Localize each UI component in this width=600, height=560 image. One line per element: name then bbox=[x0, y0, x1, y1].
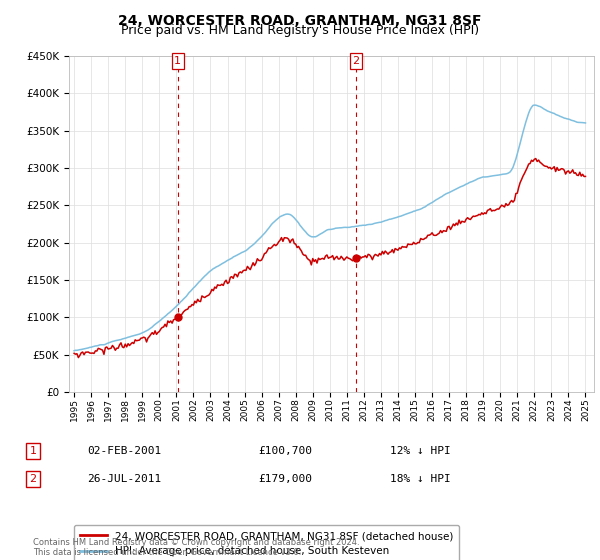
Text: 26-JUL-2011: 26-JUL-2011 bbox=[87, 474, 161, 484]
Text: 12% ↓ HPI: 12% ↓ HPI bbox=[390, 446, 451, 456]
Text: 24, WORCESTER ROAD, GRANTHAM, NG31 8SF: 24, WORCESTER ROAD, GRANTHAM, NG31 8SF bbox=[118, 14, 482, 28]
Text: Price paid vs. HM Land Registry's House Price Index (HPI): Price paid vs. HM Land Registry's House … bbox=[121, 24, 479, 37]
Text: 1: 1 bbox=[29, 446, 37, 456]
Text: Contains HM Land Registry data © Crown copyright and database right 2024.
This d: Contains HM Land Registry data © Crown c… bbox=[33, 538, 359, 557]
Text: 2: 2 bbox=[29, 474, 37, 484]
Text: 1: 1 bbox=[175, 56, 181, 66]
Text: £179,000: £179,000 bbox=[258, 474, 312, 484]
Text: 18% ↓ HPI: 18% ↓ HPI bbox=[390, 474, 451, 484]
Text: 2: 2 bbox=[353, 56, 359, 66]
Text: £100,700: £100,700 bbox=[258, 446, 312, 456]
Text: 02-FEB-2001: 02-FEB-2001 bbox=[87, 446, 161, 456]
Legend: 24, WORCESTER ROAD, GRANTHAM, NG31 8SF (detached house), HPI: Average price, det: 24, WORCESTER ROAD, GRANTHAM, NG31 8SF (… bbox=[74, 525, 460, 560]
